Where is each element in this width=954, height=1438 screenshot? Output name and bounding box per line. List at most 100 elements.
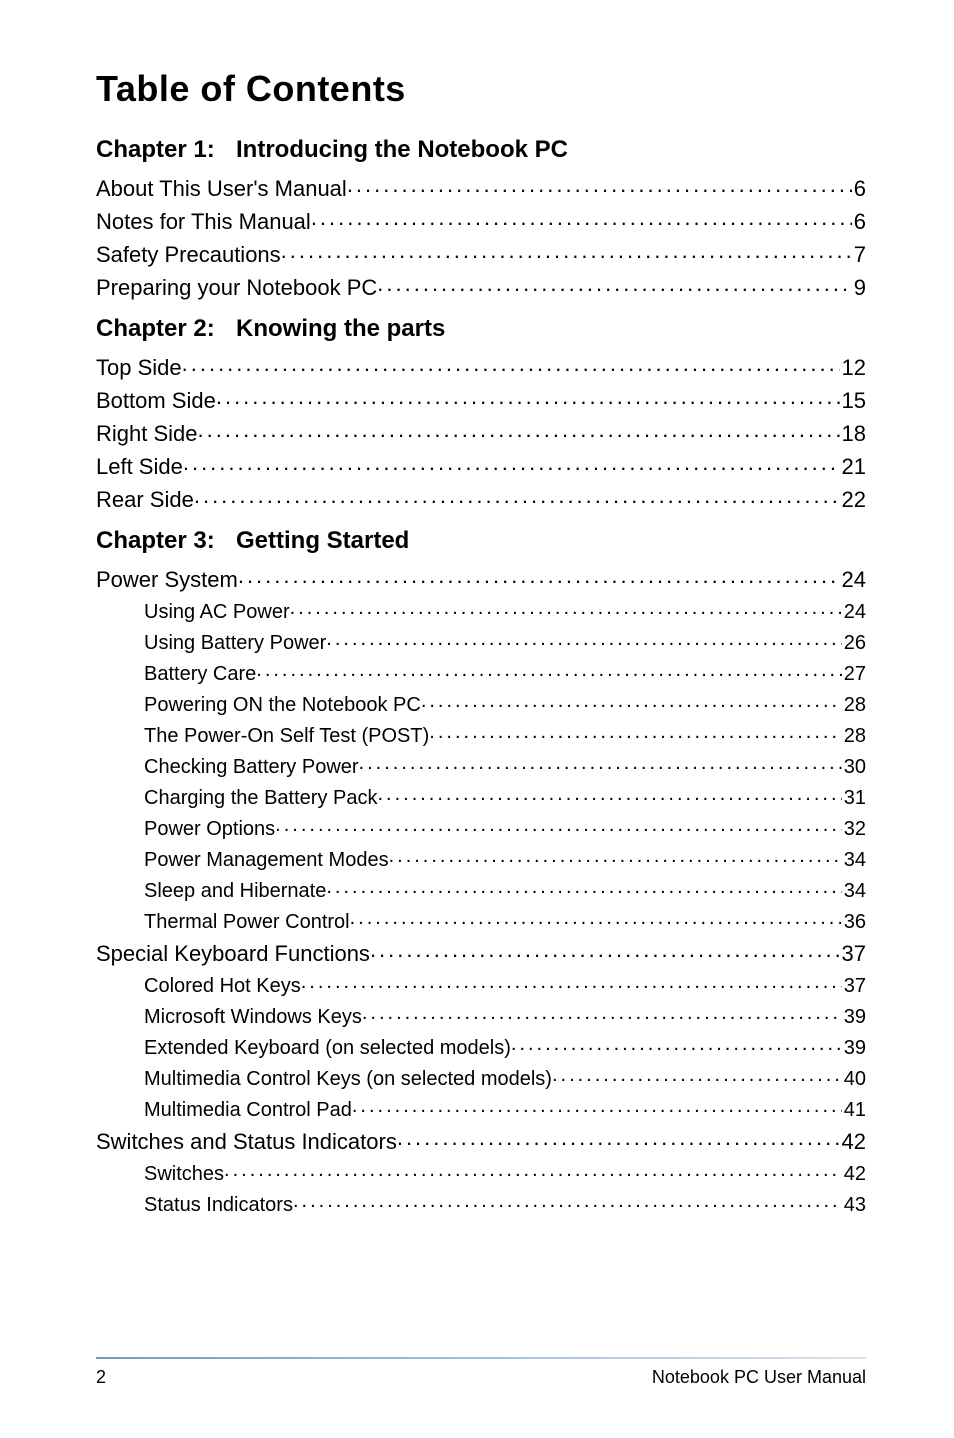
toc-entry-page: 30 — [842, 757, 866, 777]
toc-entry-page: 22 — [840, 489, 866, 511]
toc-leader-dots — [326, 877, 841, 897]
chapter-name: Knowing the parts — [236, 315, 445, 342]
page-footer: 2 Notebook PC User Manual — [96, 1357, 866, 1388]
toc-leader-dots — [293, 1191, 842, 1211]
toc-entry-page: 40 — [842, 1069, 866, 1089]
toc-entry-label: Multimedia Control Pad — [144, 1100, 352, 1120]
toc-entry-label: Switches — [144, 1164, 224, 1184]
toc-entry: Sleep and Hibernate 34 — [96, 877, 866, 901]
toc-leader-dots — [326, 629, 841, 649]
toc-entry-label: Powering ON the Notebook PC — [144, 695, 421, 715]
toc-entry: Notes for This Manual6 — [96, 207, 866, 233]
toc-entry-page: 26 — [842, 633, 866, 653]
toc-leader-dots — [256, 660, 841, 680]
toc-entry-label: Battery Care — [144, 664, 256, 684]
toc-leader-dots — [216, 386, 840, 408]
toc-leader-dots — [389, 846, 842, 866]
toc-leader-dots — [370, 939, 840, 961]
toc-entry-label: Power Options — [144, 819, 275, 839]
chapter-name: Introducing the Notebook PC — [236, 136, 568, 163]
toc-entry-page: 42 — [840, 1131, 866, 1153]
chapter-label: Chapter 2: — [96, 315, 236, 343]
toc-entry: Switches and Status Indicators42 — [96, 1127, 866, 1153]
toc-entry: Special Keyboard Functions37 — [96, 939, 866, 965]
toc-entry: Safety Precautions7 — [96, 240, 866, 266]
chapter-name: Getting Started — [236, 527, 409, 554]
toc-leader-dots — [311, 207, 852, 229]
toc-entry-page: 32 — [842, 819, 866, 839]
toc-entry-label: Multimedia Control Keys (on selected mod… — [144, 1069, 552, 1089]
toc-entry-label: Right Side — [96, 423, 198, 445]
toc-leader-dots — [511, 1034, 842, 1054]
toc-entry-label: Sleep and Hibernate — [144, 881, 326, 901]
toc-leader-dots — [359, 753, 842, 773]
toc-entry: Thermal Power Control 36 — [96, 908, 866, 932]
toc-entry: Bottom Side15 — [96, 386, 866, 412]
chapter-heading: Chapter 2:Knowing the parts — [96, 315, 866, 343]
toc-entry-label: Thermal Power Control — [144, 912, 350, 932]
toc-entry: Power System 24 — [96, 565, 866, 591]
toc-entry: Microsoft Windows Keys39 — [96, 1003, 866, 1027]
toc-leader-dots — [397, 1127, 840, 1149]
toc-leader-dots — [238, 565, 840, 587]
toc-leader-dots — [281, 240, 852, 262]
toc-entry-page: 6 — [852, 211, 866, 233]
toc-leader-dots — [350, 908, 842, 928]
toc-entry-label: Colored Hot Keys — [144, 976, 301, 996]
toc-entry: Power Management Modes34 — [96, 846, 866, 870]
toc-leader-dots — [224, 1160, 842, 1180]
chapter-heading: Chapter 1:Introducing the Notebook PC — [96, 136, 866, 164]
toc-entry: Left Side21 — [96, 452, 866, 478]
toc-entry-label: Special Keyboard Functions — [96, 943, 370, 965]
toc-entry-page: 41 — [842, 1100, 866, 1120]
toc-entry-page: 28 — [842, 695, 866, 715]
toc-entry: Using Battery Power 26 — [96, 629, 866, 653]
toc-leader-dots — [377, 784, 841, 804]
toc-entry: Power Options 32 — [96, 815, 866, 839]
toc-entry: About This User's Manual 6 — [96, 174, 866, 200]
toc-entry-page: 31 — [842, 788, 866, 808]
toc-entry-page: 15 — [840, 390, 866, 412]
toc-entry: Switches 42 — [96, 1160, 866, 1184]
toc-entry-page: 28 — [842, 726, 866, 746]
toc-leader-dots — [182, 353, 840, 375]
toc-entry-label: Preparing your Notebook PC — [96, 277, 377, 299]
toc-entry-label: Using Battery Power — [144, 633, 326, 653]
footer-page-number: 2 — [96, 1367, 106, 1388]
toc-entry-page: 34 — [842, 881, 866, 901]
toc-body: Chapter 1:Introducing the Notebook PC Abo… — [96, 136, 866, 1215]
toc-entry: Multimedia Control Keys (on selected mod… — [96, 1065, 866, 1089]
toc-entry: Checking Battery Power30 — [96, 753, 866, 777]
footer-row: 2 Notebook PC User Manual — [96, 1367, 866, 1388]
toc-entry-page: 24 — [840, 569, 866, 591]
toc-entry-page: 6 — [852, 178, 866, 200]
toc-entry: Using AC Power24 — [96, 598, 866, 622]
toc-entry: Colored Hot Keys 37 — [96, 972, 866, 996]
toc-entry-label: Extended Keyboard (on selected models) — [144, 1038, 511, 1058]
toc-entry-label: Top Side — [96, 357, 182, 379]
toc-entry-page: 36 — [842, 912, 866, 932]
toc-leader-dots — [290, 598, 842, 618]
toc-entry-label: Using AC Power — [144, 602, 290, 622]
toc-entry-label: Microsoft Windows Keys — [144, 1007, 362, 1027]
toc-entry-page: 37 — [842, 976, 866, 996]
toc-entry-page: 42 — [842, 1164, 866, 1184]
toc-leader-dots — [429, 722, 841, 742]
toc-entry-page: 43 — [842, 1195, 866, 1215]
toc-leader-dots — [377, 273, 851, 295]
toc-leader-dots — [421, 691, 842, 711]
toc-entry-label: Charging the Battery Pack — [144, 788, 377, 808]
chapter-heading: Chapter 3:Getting Started — [96, 527, 866, 555]
footer-separator — [96, 1357, 866, 1359]
toc-leader-dots — [552, 1065, 842, 1085]
toc-entry-label: About This User's Manual — [96, 178, 347, 200]
toc-entry-label: Power System — [96, 569, 238, 591]
toc-entry: The Power-On Self Test (POST)28 — [96, 722, 866, 746]
toc-entry-page: 7 — [852, 244, 866, 266]
toc-leader-dots — [194, 485, 840, 507]
toc-entry: Top Side12 — [96, 353, 866, 379]
toc-leader-dots — [352, 1096, 842, 1116]
toc-entry-page: 9 — [852, 277, 866, 299]
toc-leader-dots — [362, 1003, 842, 1023]
toc-entry: Battery Care27 — [96, 660, 866, 684]
